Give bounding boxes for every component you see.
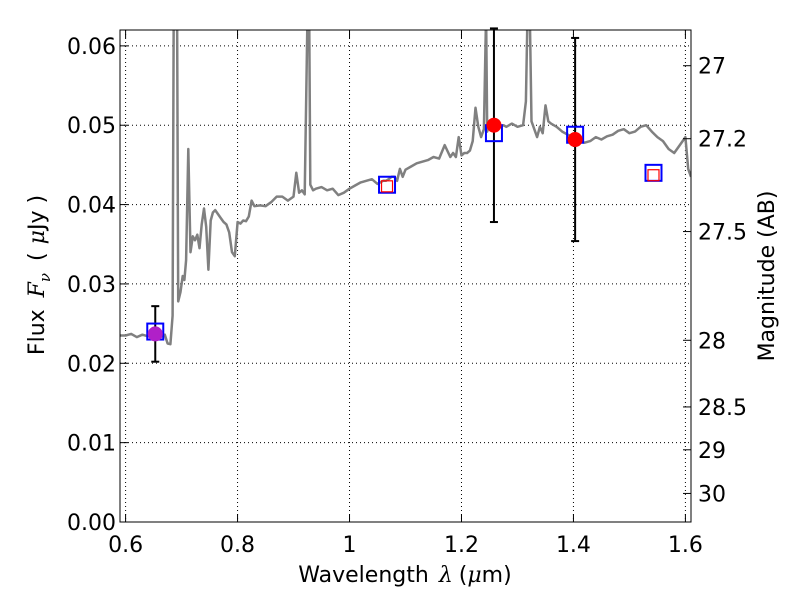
data-markers bbox=[146, 117, 663, 342]
y-tick-label: 0.03 bbox=[67, 273, 116, 298]
x-tick-label: 1.6 bbox=[668, 533, 703, 558]
y2-tick-label: 27.5 bbox=[698, 221, 747, 246]
y-tick-label: 0.04 bbox=[67, 194, 116, 219]
observed-photometry-point bbox=[147, 326, 163, 342]
y-axis-title: FluxFν(μJy ) bbox=[25, 195, 54, 355]
model-photometry-square bbox=[378, 175, 397, 194]
observed-photometry-point bbox=[567, 132, 583, 148]
y2-tick-label: 30 bbox=[698, 482, 726, 507]
y2-tick-labels: 27 27.2 27.5 28 28.5 29 30 bbox=[698, 55, 747, 508]
x-tick-labels: 0.6 0.8 1 1.2 1.4 1.6 bbox=[108, 533, 703, 558]
x-tick-label: 1.2 bbox=[444, 533, 479, 558]
y2-tick-label: 28 bbox=[698, 329, 726, 354]
y2-tick-label: 28.5 bbox=[698, 396, 747, 421]
y-tick-label: 0.05 bbox=[67, 114, 116, 139]
y-tick-labels: 0.00 0.01 0.02 0.03 0.04 0.05 0.06 bbox=[67, 35, 116, 536]
observed-photometry-point bbox=[486, 117, 502, 133]
x-tick-label: 0.8 bbox=[220, 533, 255, 558]
y-tick-label: 0.02 bbox=[67, 352, 116, 377]
y2-tick-label: 29 bbox=[698, 439, 726, 464]
x-axis-title: Wavelength λ (μm) bbox=[298, 563, 511, 588]
y-tick-label: 0.01 bbox=[67, 432, 116, 457]
y2-tick-label: 27 bbox=[698, 55, 726, 80]
y2-tick-label: 27.2 bbox=[698, 128, 747, 153]
plot-frame bbox=[119, 29, 692, 523]
upper-limit-square bbox=[647, 169, 660, 182]
y2-axis-title: Magnitude (AB) bbox=[755, 191, 780, 362]
y-tick-label: 0.06 bbox=[67, 35, 116, 60]
x-tick-label: 1.4 bbox=[556, 533, 591, 558]
x-tick-label: 0.6 bbox=[108, 533, 143, 558]
axis-ticks bbox=[120, 30, 691, 523]
y-tick-label: 0.00 bbox=[67, 511, 116, 536]
x-tick-label: 1 bbox=[343, 533, 357, 558]
upper-limit-square bbox=[380, 180, 394, 193]
